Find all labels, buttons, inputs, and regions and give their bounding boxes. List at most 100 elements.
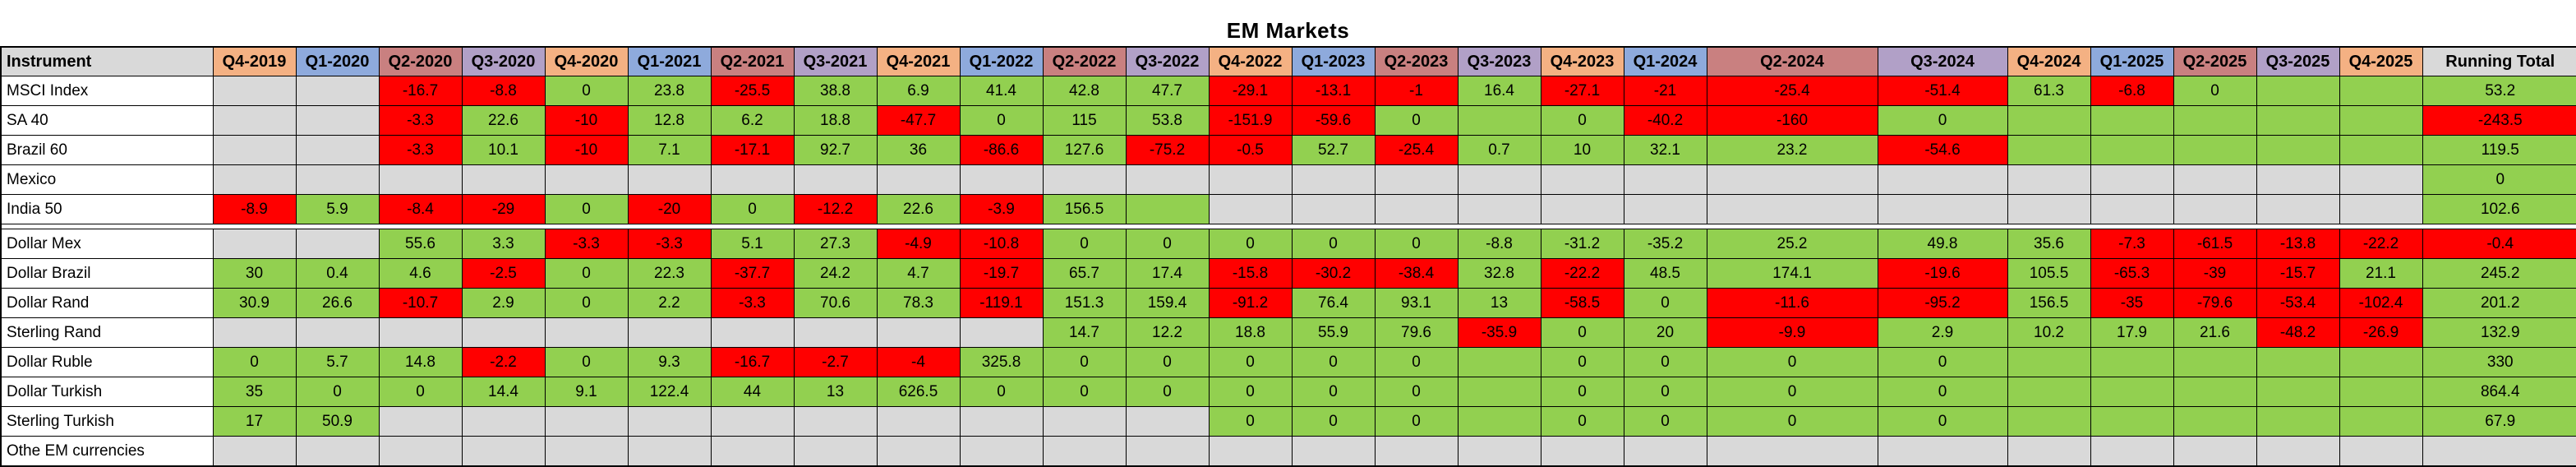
table-cell[interactable]: 79.6 <box>1374 317 1459 348</box>
table-cell[interactable]: 0 <box>544 288 629 318</box>
table-cell[interactable] <box>1042 406 1127 437</box>
table-cell[interactable] <box>1457 347 1541 377</box>
table-cell[interactable] <box>2339 164 2423 195</box>
table-cell[interactable]: -79.6 <box>2173 288 2257 318</box>
table-cell[interactable]: -4 <box>876 347 961 377</box>
table-cell[interactable] <box>544 317 629 348</box>
table-cell[interactable]: -31.2 <box>1540 229 1624 259</box>
table-cell[interactable] <box>295 76 380 106</box>
table-cell[interactable]: -8.8 <box>1457 229 1541 259</box>
table-cell[interactable] <box>1374 436 1459 467</box>
running-total-cell[interactable]: 119.5 <box>2422 135 2576 165</box>
table-cell[interactable]: 0 <box>1125 229 1210 259</box>
table-cell[interactable] <box>959 317 1044 348</box>
table-cell[interactable] <box>2339 135 2423 165</box>
table-cell[interactable] <box>710 164 795 195</box>
table-cell[interactable]: 0 <box>1208 406 1293 437</box>
table-cell[interactable]: 0 <box>1877 377 2008 407</box>
column-header-quarter[interactable]: Q2-2022 <box>1042 46 1127 76</box>
column-header-running-total[interactable]: Running Total <box>2422 46 2576 76</box>
running-total-cell[interactable]: 0 <box>2422 164 2576 195</box>
table-cell[interactable] <box>1706 194 1878 224</box>
table-cell[interactable]: 0 <box>1374 347 1459 377</box>
table-cell[interactable]: 10 <box>1540 135 1624 165</box>
table-cell[interactable]: -65.3 <box>2090 258 2174 289</box>
table-cell[interactable]: 0.4 <box>295 258 380 289</box>
table-cell[interactable] <box>1457 406 1541 437</box>
table-cell[interactable]: 0 <box>1042 229 1127 259</box>
table-cell[interactable] <box>2339 406 2423 437</box>
table-cell[interactable]: 0 <box>959 377 1044 407</box>
table-cell[interactable]: 20 <box>1623 317 1707 348</box>
table-cell[interactable] <box>544 406 629 437</box>
table-cell[interactable]: 5.7 <box>295 347 380 377</box>
table-cell[interactable] <box>212 135 297 165</box>
column-header-quarter[interactable]: Q3-2024 <box>1877 46 2008 76</box>
table-cell[interactable] <box>544 164 629 195</box>
table-cell[interactable]: 18.8 <box>793 105 878 136</box>
table-cell[interactable] <box>1291 164 1376 195</box>
table-cell[interactable]: 18.8 <box>1208 317 1293 348</box>
table-cell[interactable]: -48.2 <box>2256 317 2340 348</box>
table-cell[interactable]: -86.6 <box>959 135 1044 165</box>
table-cell[interactable]: -3.3 <box>627 229 712 259</box>
table-cell[interactable] <box>2090 164 2174 195</box>
table-cell[interactable]: 2.9 <box>461 288 546 318</box>
table-cell[interactable]: -19.7 <box>959 258 1044 289</box>
table-cell[interactable]: 0 <box>378 377 463 407</box>
table-cell[interactable] <box>2256 194 2340 224</box>
table-cell[interactable]: -3.3 <box>544 229 629 259</box>
table-cell[interactable]: 0 <box>1540 377 1624 407</box>
table-cell[interactable] <box>1374 194 1459 224</box>
table-cell[interactable] <box>2173 436 2257 467</box>
column-header-quarter[interactable]: Q4-2022 <box>1208 46 1293 76</box>
table-cell[interactable]: 25.2 <box>1706 229 1878 259</box>
table-cell[interactable]: 22.6 <box>876 194 961 224</box>
row-label[interactable]: MSCI Index <box>0 76 214 106</box>
table-cell[interactable]: 0 <box>1540 406 1624 437</box>
table-cell[interactable] <box>1042 164 1127 195</box>
table-cell[interactable] <box>2007 347 2091 377</box>
table-cell[interactable]: 0 <box>1374 377 1459 407</box>
table-cell[interactable] <box>2256 347 2340 377</box>
table-cell[interactable]: 0 <box>295 377 380 407</box>
running-total-cell[interactable]: 53.2 <box>2422 76 2576 106</box>
table-cell[interactable] <box>295 436 380 467</box>
table-cell[interactable]: 52.7 <box>1291 135 1376 165</box>
table-cell[interactable] <box>1623 164 1707 195</box>
table-cell[interactable]: 5.9 <box>295 194 380 224</box>
column-header-quarter[interactable]: Q2-2025 <box>2173 46 2257 76</box>
table-cell[interactable] <box>1540 194 1624 224</box>
table-cell[interactable]: 44 <box>710 377 795 407</box>
table-cell[interactable] <box>710 317 795 348</box>
table-cell[interactable] <box>2173 164 2257 195</box>
table-cell[interactable]: 35 <box>212 377 297 407</box>
table-cell[interactable] <box>1457 194 1541 224</box>
table-cell[interactable]: -9.9 <box>1706 317 1878 348</box>
running-total-cell[interactable] <box>2422 436 2576 467</box>
table-cell[interactable]: -0.5 <box>1208 135 1293 165</box>
table-cell[interactable]: -10 <box>544 135 629 165</box>
table-cell[interactable] <box>2090 347 2174 377</box>
row-label[interactable]: Sterling Rand <box>0 317 214 348</box>
table-cell[interactable]: 0 <box>1291 229 1376 259</box>
table-cell[interactable] <box>876 317 961 348</box>
table-cell[interactable]: 32.1 <box>1623 135 1707 165</box>
table-cell[interactable]: 70.6 <box>793 288 878 318</box>
row-label[interactable]: Sterling Turkish <box>0 406 214 437</box>
table-cell[interactable]: 42.8 <box>1042 76 1127 106</box>
table-cell[interactable] <box>793 406 878 437</box>
table-cell[interactable]: -25.4 <box>1706 76 1878 106</box>
table-cell[interactable] <box>793 317 878 348</box>
table-cell[interactable]: 14.4 <box>461 377 546 407</box>
column-header-quarter[interactable]: Q3-2025 <box>2256 46 2340 76</box>
table-cell[interactable]: 0 <box>1042 377 1127 407</box>
column-header-quarter[interactable]: Q3-2021 <box>793 46 878 76</box>
table-cell[interactable]: 105.5 <box>2007 258 2091 289</box>
table-cell[interactable] <box>2339 436 2423 467</box>
table-cell[interactable]: 0 <box>1042 347 1127 377</box>
table-cell[interactable]: 10.1 <box>461 135 546 165</box>
table-cell[interactable] <box>876 164 961 195</box>
table-cell[interactable] <box>2090 105 2174 136</box>
table-cell[interactable]: 0 <box>710 194 795 224</box>
